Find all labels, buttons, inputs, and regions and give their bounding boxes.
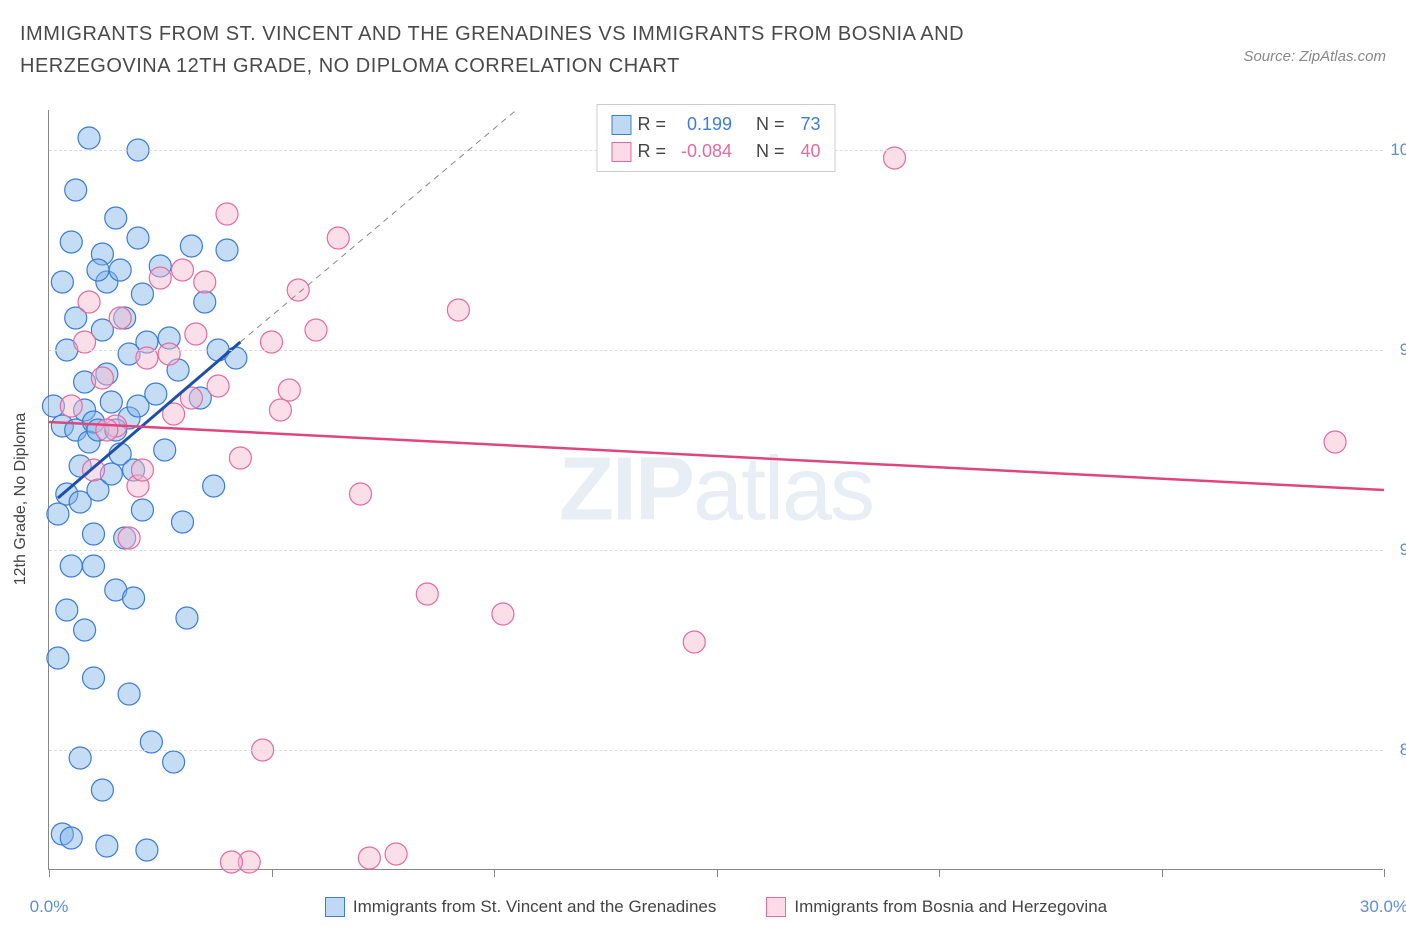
chart-plot-area: ZIPatlas 12th Grade, No Diploma R = 0.19…	[48, 110, 1383, 870]
x-tick	[717, 869, 718, 877]
legend-swatch-1b	[325, 897, 345, 917]
x-tick	[49, 869, 50, 877]
x-tick	[1384, 869, 1385, 877]
legend-label-2: Immigrants from Bosnia and Herzegovina	[794, 897, 1107, 917]
legend-bottom: Immigrants from St. Vincent and the Gren…	[49, 897, 1383, 917]
y-tick-label: 85.0%	[1400, 740, 1406, 760]
y-gridline	[49, 750, 1383, 751]
r-label-1: R =	[637, 111, 666, 138]
n-value-2: 40	[791, 138, 821, 165]
r-label-2: R =	[637, 138, 666, 165]
r-value-1: 0.199	[672, 111, 732, 138]
legend-swatch-2b	[766, 897, 786, 917]
n-label-1: N =	[756, 111, 785, 138]
r-value-2: -0.084	[672, 138, 732, 165]
y-tick-label: 90.0%	[1400, 540, 1406, 560]
x-tick	[939, 869, 940, 877]
y-axis-label: 12th Grade, No Diploma	[12, 412, 30, 585]
x-tick	[272, 869, 273, 877]
source-label: Source: ZipAtlas.com	[1243, 18, 1386, 65]
x-tick-label: 30.0%	[1360, 897, 1406, 917]
y-tick-label: 95.0%	[1400, 340, 1406, 360]
legend-stats-box: R = 0.199 N = 73 R = -0.084 N = 40	[596, 104, 835, 172]
legend-label-1: Immigrants from St. Vincent and the Gren…	[353, 897, 716, 917]
x-tick	[1162, 869, 1163, 877]
chart-title: IMMIGRANTS FROM ST. VINCENT AND THE GREN…	[20, 18, 1120, 82]
y-gridline	[49, 550, 1383, 551]
n-label-2: N =	[756, 138, 785, 165]
y-gridline	[49, 350, 1383, 351]
legend-swatch-1	[611, 115, 631, 135]
y-tick-label: 100.0%	[1390, 140, 1406, 160]
legend-swatch-2	[611, 142, 631, 162]
n-value-1: 73	[791, 111, 821, 138]
x-tick-label: 0.0%	[30, 897, 69, 917]
x-tick	[494, 869, 495, 877]
scatter-svg	[49, 110, 1384, 870]
